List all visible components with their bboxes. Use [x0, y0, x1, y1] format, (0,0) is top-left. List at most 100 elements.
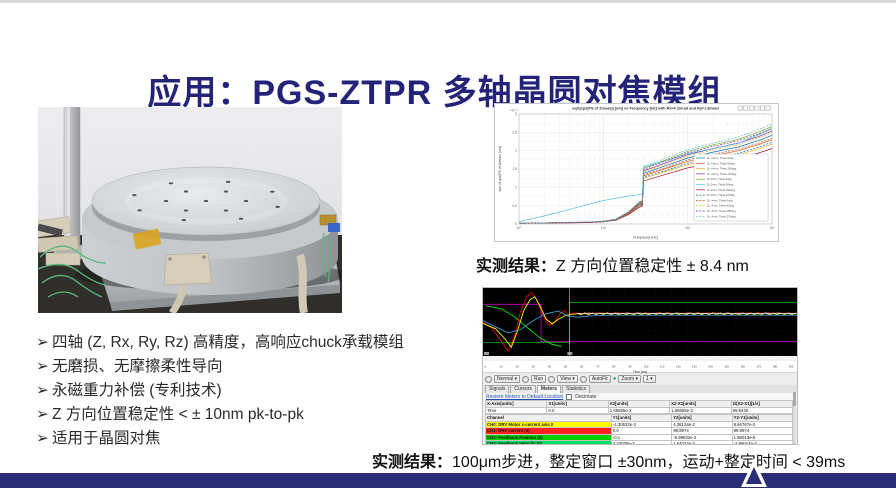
- bullet-arrow-icon: ➢: [36, 334, 49, 351]
- svg-text:10: 10: [500, 365, 504, 369]
- scope-gear-icon[interactable]: [485, 375, 492, 383]
- scope-tab-signals[interactable]: Signals: [485, 385, 510, 393]
- scope-trace-settle-window-magenta: [483, 303, 797, 343]
- scope-toolbar-button-zoom[interactable]: Zoom ▾: [618, 375, 642, 383]
- svg-text:Zc 0mm, Theta 90deg: Zc 0mm, Theta 90deg: [707, 183, 734, 187]
- svg-text:sqrt of cps(PS of Zmeas) [um]: sqrt of cps(PS of Zmeas) [um]: [498, 146, 502, 191]
- svg-text:60: 60: [580, 365, 584, 369]
- decimate-label: Decimate: [575, 393, 597, 400]
- svg-text:170: 170: [756, 365, 761, 369]
- bullet-arrow-icon: ➢: [36, 382, 49, 399]
- top-divider: [0, 0, 896, 3]
- scope-gear-icon[interactable]: [522, 375, 530, 383]
- scope-window: 0 10 20 30 40 50 60 70 80 90 100 110 120 130 140 150 160…: [482, 287, 798, 445]
- scope-toolbar-button-1[interactable]: 1 ▾: [643, 375, 656, 383]
- photo-dark-cable: [37, 223, 63, 237]
- svg-text:10²: 10²: [685, 226, 691, 230]
- scope-status-led-icon: ●: [612, 375, 617, 382]
- photo-connector-3: [45, 252, 81, 266]
- scope-toolbar-button-run[interactable]: Run: [531, 375, 547, 383]
- svg-text:Zc +4mm, Theta 270deg: Zc +4mm, Theta 270deg: [707, 172, 737, 176]
- bullet-text: 永磁重力补偿 (专利技术): [52, 382, 222, 399]
- scope-tabs: Signals Cursors Meters Statistics: [483, 385, 797, 393]
- scope-tab-cursors[interactable]: Cursors: [510, 385, 536, 393]
- svg-text:Zc 0mm, Theta 270deg: Zc 0mm, Theta 270deg: [707, 193, 735, 197]
- photo-connector-2: [37, 235, 79, 253]
- svg-text:3: 3: [515, 112, 517, 116]
- svg-text:50: 50: [564, 365, 568, 369]
- scope-trace-velocity-blue: [483, 310, 797, 334]
- svg-text:Zc +4mm, Theta 180deg: Zc +4mm, Theta 180deg: [707, 167, 737, 171]
- svg-text:Zc +4mm, Theta 90deg: Zc +4mm, Theta 90deg: [707, 161, 735, 165]
- frequency-chart-figure: 0 0.5 1 1.5 2 2.5 3 10⁰ 10¹ 10² 10³ ×10⁻³ sqrt(cps(P…: [494, 103, 779, 242]
- svg-text:0: 0: [484, 365, 486, 369]
- scope-trace-motion-profile-green: [485, 305, 562, 347]
- svg-text:70: 70: [596, 365, 600, 369]
- svg-text:120: 120: [676, 365, 681, 369]
- scope-toolbar-button-normal[interactable]: Normal ▾: [494, 375, 521, 383]
- svg-text:1.5: 1.5: [512, 167, 517, 171]
- company-triangle-logo: [741, 459, 767, 487]
- scope-tables: X-Axis[units] X1[units] X2[units] X2-X1[uni…: [483, 400, 797, 444]
- chart-series: [518, 127, 773, 224]
- svg-text:2: 2: [515, 149, 517, 153]
- scope-trace-white-settled: [577, 312, 797, 315]
- photo-beige-cable: [296, 253, 308, 314]
- bullet-item: ➢ 适用于晶圆对焦: [36, 427, 476, 451]
- scope-tab-meters[interactable]: Meters: [536, 385, 562, 393]
- scope-toolbar-button-view[interactable]: View ▾: [557, 375, 578, 383]
- photo-blue-fitting: [328, 223, 340, 232]
- svg-text:Zc 0mm, Theta 0deg: Zc 0mm, Theta 0deg: [707, 177, 732, 181]
- photo-base-edge: [110, 285, 340, 311]
- svg-text:10¹: 10¹: [601, 226, 607, 230]
- svg-text:0: 0: [515, 222, 517, 226]
- svg-text:2.5: 2.5: [512, 131, 517, 135]
- scope-toolbar: Normal ▾ Run View ▾ AutoFit ● Zoom ▾ 1 ▾: [483, 372, 797, 385]
- svg-text:190: 190: [789, 365, 794, 369]
- bullet-item: ➢ 无磨损、无摩擦柔性导向: [36, 355, 476, 379]
- scope-x-axis: 0 10 20 30 40 50 60 70 80 90 100 110 120 130 140 150 160…: [483, 361, 797, 374]
- scope-tab-statistics[interactable]: Statistics: [562, 385, 591, 393]
- svg-text:0.5: 0.5: [512, 204, 517, 208]
- bullet-item: ➢ Z 方向位置稳定性 < ± 10nm pk-to-pk: [36, 403, 476, 427]
- caption1-prefix: 实测结果：: [476, 258, 557, 275]
- caption1-text: Z 方向位置稳定性 ± 8.4 nm: [556, 258, 749, 275]
- svg-text:80: 80: [612, 365, 616, 369]
- svg-text:90: 90: [628, 365, 632, 369]
- bullet-list: ➢ 四轴 (Z, Rx, Ry, Rz) 高精度，高响应chuck承载模组 ➢ 无磨损…: [36, 331, 476, 451]
- restore-meters-link[interactable]: Restore Meters to Default Location: [486, 393, 564, 400]
- svg-text:110: 110: [660, 365, 665, 369]
- scope-channel-row[interactable]: CH3: Feedback Velocity (0) 4.43038e-3 1.54…: [485, 440, 794, 444]
- figure-toolbar-icons[interactable]: [737, 105, 771, 111]
- photo-dsub-cable: [169, 284, 188, 315]
- bullet-arrow-icon: ➢: [36, 358, 49, 375]
- svg-text:140: 140: [708, 365, 713, 369]
- photo-plate-holes: [132, 180, 280, 222]
- scope-plot: [483, 288, 797, 356]
- scope-channel-table: Channel Y1[units] Y2[units] Y2-Y1[units] CH0…: [485, 414, 794, 444]
- svg-text:180: 180: [773, 365, 778, 369]
- svg-text:Frequency [Hz]: Frequency [Hz]: [633, 236, 657, 240]
- svg-text:Zc -4mm, Theta 90deg: Zc -4mm, Theta 90deg: [707, 204, 735, 208]
- decimate-checkbox[interactable]: [566, 393, 573, 400]
- photo-kapton-tape: [132, 228, 162, 250]
- svg-text:100: 100: [644, 365, 649, 369]
- product-photo-svg: [34, 106, 345, 315]
- svg-text:130: 130: [692, 365, 697, 369]
- photo-dsub-connector: [163, 252, 213, 286]
- scope-gear-icon[interactable]: [548, 375, 556, 383]
- svg-text:Zc +4mm, Theta 0deg: Zc +4mm, Theta 0deg: [707, 156, 734, 160]
- scope-scrollbar[interactable]: [793, 392, 796, 444]
- caption2-prefix: 实测结果：: [372, 454, 453, 471]
- caption2-text: 100μm步进，整定窗口 ±30nm，运动+整定时间 < 39ms: [452, 454, 846, 471]
- scope-trace-current-yellow: [483, 296, 578, 349]
- scope-toolbar-button-autofit[interactable]: AutoFit: [588, 375, 611, 383]
- scope-gear-icon[interactable]: [579, 375, 587, 383]
- scope-link-row: Restore Meters to Default Location Decim…: [483, 393, 797, 400]
- footer-bar: [0, 473, 896, 488]
- measurement-caption-1: 实测结果：Z 方向位置稳定性 ± 8.4 nm: [476, 252, 749, 276]
- svg-text:10³: 10³: [769, 226, 775, 230]
- product-photo: [34, 106, 345, 315]
- scope-xmeter-table: X-Axis[units] X1[units] X2[units] X2-X1[uni…: [484, 400, 794, 414]
